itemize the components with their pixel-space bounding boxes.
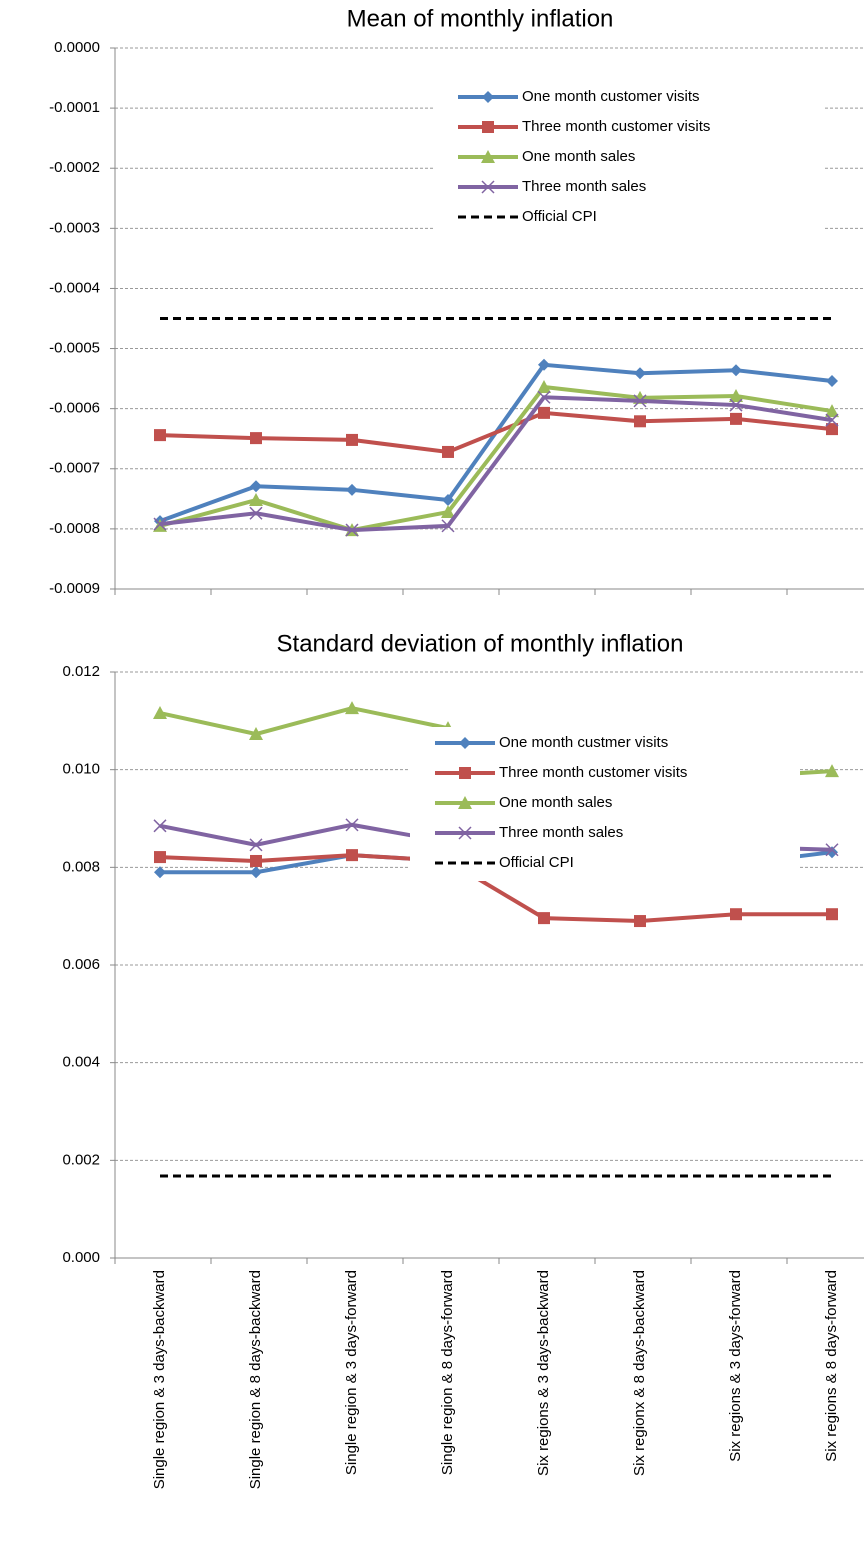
x-tick-label: Six regions & 8 days-forward <box>823 1270 840 1462</box>
legend-marker <box>459 737 471 749</box>
legend-label: One month customer visits <box>522 88 700 105</box>
y-tick-label: 0.010 <box>62 761 100 778</box>
data-point <box>249 493 263 507</box>
x-tick-label: Six regions & 3 days-backward <box>535 1270 552 1476</box>
data-point <box>441 519 455 533</box>
x-tick-label: Six regionx & 8 days-backward <box>631 1270 648 1476</box>
data-point <box>537 390 551 404</box>
data-point <box>633 394 647 408</box>
y-tick-label: 0.0000 <box>54 39 100 56</box>
data-point <box>442 445 454 458</box>
y-tick-label: 0.004 <box>62 1054 100 1071</box>
data-point <box>250 854 262 867</box>
data-point <box>442 494 454 507</box>
data-point <box>345 523 359 537</box>
series-line <box>159 395 833 533</box>
data-point <box>154 851 166 864</box>
data-point <box>634 915 646 928</box>
data-point <box>250 866 262 879</box>
data-point <box>345 701 359 715</box>
data-point <box>729 389 743 403</box>
chart-title: Mean of monthly inflation <box>347 5 614 32</box>
data-point <box>825 764 839 778</box>
data-point <box>345 818 359 832</box>
y-tick-label: 0.002 <box>62 1151 100 1168</box>
data-point <box>249 838 263 852</box>
data-point <box>538 406 550 419</box>
chart-title: Standard deviation of monthly inflation <box>277 630 684 657</box>
y-tick-label: -0.0006 <box>49 400 100 417</box>
series-line <box>159 853 832 924</box>
legend-marker <box>459 767 471 779</box>
legend-marker <box>482 91 494 103</box>
data-point <box>538 358 550 371</box>
legend-marker <box>481 150 495 163</box>
data-point <box>730 908 742 921</box>
legend-marker <box>482 121 494 133</box>
y-tick-label: -0.0005 <box>49 340 100 357</box>
data-point <box>249 727 263 741</box>
data-point <box>250 432 262 445</box>
data-point <box>153 517 167 531</box>
data-point <box>825 413 839 427</box>
data-point <box>826 908 838 921</box>
legend-label: Three month customer visits <box>522 118 710 135</box>
legend-marker <box>458 796 472 809</box>
y-tick-label: -0.0007 <box>49 460 100 477</box>
x-tick-label: Single region & 8 days-forward <box>439 1270 456 1475</box>
y-tick-label: -0.0009 <box>49 580 100 597</box>
y-tick-label: -0.0003 <box>49 219 100 236</box>
y-tick-label: -0.0002 <box>49 159 100 176</box>
data-point <box>154 866 166 879</box>
data-point <box>729 398 743 412</box>
x-tick-label: Single region & 8 days-backward <box>247 1270 264 1489</box>
legend-marker <box>458 826 472 840</box>
x-tick-label: Single region & 3 days-backward <box>151 1270 168 1489</box>
data-point <box>826 423 838 436</box>
y-tick-label: -0.0008 <box>49 520 100 537</box>
y-tick-label: -0.0004 <box>49 279 100 296</box>
y-tick-label: -0.0001 <box>49 99 100 116</box>
legend-label: Three month sales <box>499 824 623 841</box>
y-tick-label: 0.000 <box>62 1249 100 1266</box>
data-point <box>441 505 455 519</box>
data-point <box>154 429 166 442</box>
data-point <box>250 480 262 493</box>
legend-marker <box>481 180 495 194</box>
y-tick-label: 0.006 <box>62 956 100 973</box>
data-point <box>537 380 551 394</box>
data-point <box>730 364 742 377</box>
legend-label: Three month customer visits <box>499 764 687 781</box>
data-point <box>346 483 358 496</box>
legend-label: Official CPI <box>499 854 574 871</box>
series-line <box>159 384 833 533</box>
x-tick-label: Single region & 3 days-forward <box>343 1270 360 1475</box>
data-point <box>825 404 839 418</box>
legend-label: One month custmer visits <box>499 734 668 751</box>
legend-label: One month sales <box>499 794 612 811</box>
data-point <box>634 367 646 380</box>
series-line <box>159 410 833 454</box>
data-point <box>730 412 742 425</box>
data-point <box>153 819 167 833</box>
legend-label: Three month sales <box>522 178 646 195</box>
y-tick-label: 0.008 <box>62 858 100 875</box>
data-point <box>634 415 646 428</box>
legend-label: One month sales <box>522 148 635 165</box>
data-point <box>249 506 263 520</box>
y-tick-label: 0.012 <box>62 663 100 680</box>
data-point <box>346 849 358 862</box>
data-point <box>346 433 358 446</box>
x-tick-label: Six regions & 3 days-forward <box>727 1270 744 1462</box>
data-point <box>538 912 550 925</box>
data-point <box>153 706 167 720</box>
legend-label: Official CPI <box>522 208 597 225</box>
data-point <box>825 843 839 857</box>
data-point <box>826 375 838 388</box>
